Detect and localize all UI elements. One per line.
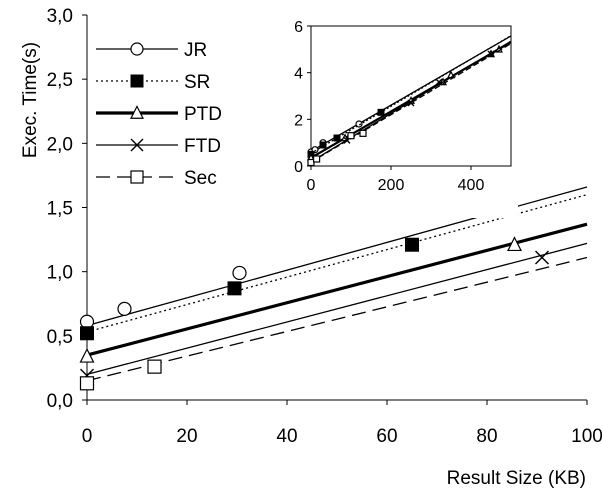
series-line-sr bbox=[86, 194, 588, 333]
inset-y-tick-label: 6 bbox=[294, 19, 303, 36]
y-tick-label: 3,0 bbox=[47, 6, 73, 27]
y-tick-label: 1,5 bbox=[47, 199, 73, 220]
data-point-ptd bbox=[507, 236, 522, 252]
inset-data-point-sec bbox=[347, 132, 355, 140]
inset-x-tick-label: 400 bbox=[458, 177, 485, 194]
data-point-ptd-shape bbox=[79, 347, 95, 363]
inset-plot: 0 200 400 0 2 4 6 bbox=[268, 10, 518, 218]
data-point-sr bbox=[227, 281, 242, 296]
inset-series-line-sec bbox=[310, 43, 512, 163]
y-tick-label: 1,0 bbox=[47, 263, 73, 284]
inset-data-point-sec-shape bbox=[313, 155, 321, 163]
inset-y-tick-label: 2 bbox=[294, 112, 303, 129]
y-tick-label: 0,0 bbox=[47, 391, 73, 412]
inset-data-point-sr bbox=[319, 141, 327, 149]
data-point-sr-shape bbox=[227, 281, 242, 296]
legend-item-ptd: PTD bbox=[96, 104, 222, 125]
legend-marker-ptd bbox=[130, 105, 144, 119]
legend-label-jr: JR bbox=[184, 40, 207, 61]
series-ptd bbox=[79, 222, 588, 363]
y-axis-label: Exec. Time(s) bbox=[20, 42, 41, 158]
y-tick-label: 2,5 bbox=[47, 70, 73, 91]
inset-data-point-sr bbox=[333, 134, 341, 142]
data-point-ftd-stroke-b bbox=[535, 250, 549, 265]
legend-marker-ptd-shape bbox=[130, 105, 144, 119]
legend: JR SR PTD FTD Sec bbox=[96, 40, 222, 189]
inset-y-tick-label: 0 bbox=[294, 159, 303, 176]
legend-label-ftd: FTD bbox=[184, 136, 221, 157]
data-point-sr bbox=[80, 326, 94, 341]
data-point-jr bbox=[117, 301, 132, 316]
legend-marker-jr bbox=[130, 42, 144, 56]
x-tick-label: 60 bbox=[376, 426, 397, 447]
inset-y-tick-label: 4 bbox=[294, 66, 303, 83]
data-point-ptd-shape bbox=[507, 236, 522, 252]
legend-marker-sec bbox=[130, 170, 144, 184]
inset-data-point-sec-shape bbox=[347, 132, 355, 140]
legend-marker-jr-shape bbox=[130, 42, 144, 56]
y-tick-label: 0,5 bbox=[47, 327, 73, 348]
data-point-sec-shape bbox=[147, 359, 162, 374]
data-point-jr-shape bbox=[117, 301, 132, 316]
legend-marker-sr-shape bbox=[130, 74, 144, 88]
series-line-ftd bbox=[86, 242, 588, 375]
inset-x-tick-label: 0 bbox=[307, 177, 316, 194]
legend-item-ftd: FTD bbox=[96, 136, 221, 157]
data-point-sr bbox=[405, 237, 419, 252]
legend-marker-sr bbox=[130, 74, 144, 88]
x-tick-label: 0 bbox=[82, 426, 93, 447]
inset-series-group bbox=[307, 35, 512, 167]
series-line-ptd bbox=[86, 222, 588, 357]
y-tick-label: 2,0 bbox=[47, 134, 73, 155]
inset-data-point-jr-shape bbox=[355, 120, 363, 128]
data-point-sec bbox=[147, 359, 162, 374]
series-sec bbox=[79, 256, 588, 391]
inset-data-point-sr bbox=[377, 108, 385, 116]
legend-marker-sec-shape bbox=[130, 170, 144, 184]
data-point-sr-shape bbox=[405, 237, 419, 252]
x-axis-label: Result Size (KB) bbox=[447, 468, 586, 489]
legend-marker-ftd-stroke-b bbox=[130, 138, 144, 152]
main-series-group bbox=[79, 186, 588, 391]
series-line-sec bbox=[86, 256, 588, 382]
data-point-jr-shape bbox=[232, 265, 247, 281]
inset-series-sec bbox=[307, 43, 512, 167]
legend-item-sr: SR bbox=[96, 72, 210, 93]
data-point-ftd bbox=[535, 250, 549, 265]
inset-data-point-sec-shape bbox=[359, 129, 367, 137]
data-point-ptd bbox=[79, 347, 95, 363]
x-tick-label: 40 bbox=[276, 426, 297, 447]
x-tick-label: 20 bbox=[176, 426, 197, 447]
inset-x-tick-label: 200 bbox=[378, 177, 405, 194]
legend-item-jr: JR bbox=[96, 40, 207, 61]
inset-tick-labels: 0 200 400 0 2 4 6 bbox=[294, 19, 484, 194]
data-point-jr bbox=[232, 265, 247, 281]
x-tick-label: 100 bbox=[571, 426, 602, 447]
data-point-sec-shape bbox=[79, 376, 95, 391]
data-point-sr-shape bbox=[80, 326, 94, 341]
legend-label-sec: Sec bbox=[184, 168, 217, 189]
legend-marker-ftd bbox=[130, 138, 144, 152]
data-point-sec bbox=[79, 376, 95, 391]
inset-frame bbox=[310, 25, 512, 167]
series-sr bbox=[80, 194, 588, 341]
inset-data-point-ftd bbox=[435, 78, 443, 86]
inset-series-line-ftd bbox=[310, 40, 512, 163]
inset-data-point-sr-shape bbox=[319, 141, 327, 149]
inset-data-point-ftd-stroke-b bbox=[435, 78, 443, 86]
inset-data-point-sr-shape bbox=[377, 108, 385, 116]
legend-label-ptd: PTD bbox=[184, 104, 222, 125]
inset-data-point-sr-shape bbox=[333, 134, 341, 142]
inset-data-point-jr bbox=[355, 120, 363, 128]
inset-data-point-sec bbox=[313, 155, 321, 163]
inset-data-point-sec bbox=[359, 129, 367, 137]
legend-item-sec: Sec bbox=[96, 168, 217, 189]
x-tick-label: 80 bbox=[476, 426, 497, 447]
inset-series-line-sr bbox=[310, 35, 512, 154]
legend-label-sr: SR bbox=[184, 72, 210, 93]
